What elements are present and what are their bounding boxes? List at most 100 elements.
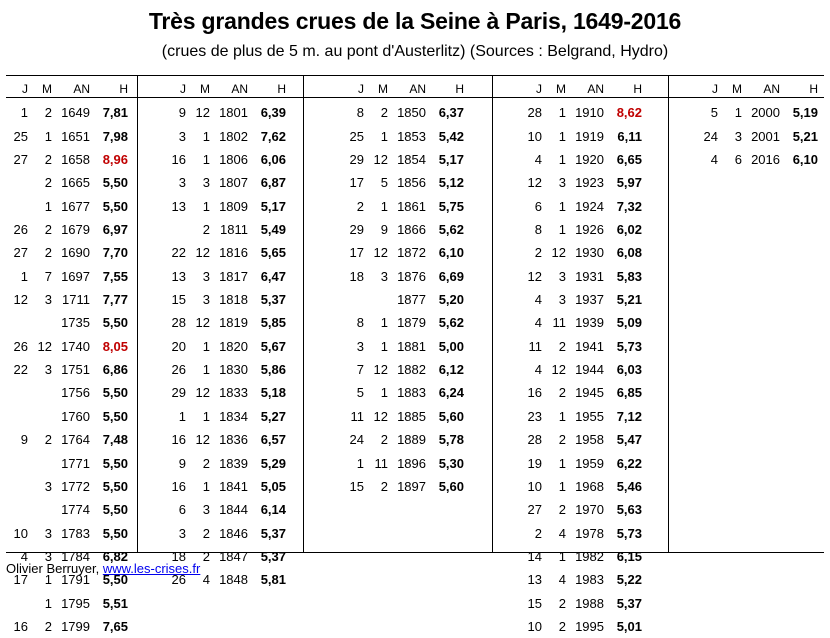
month-cell: 3 xyxy=(202,175,210,191)
day-cell: 12 xyxy=(527,268,542,284)
height-cell: 7,62 xyxy=(260,128,286,144)
day-cell: 26 xyxy=(13,222,28,238)
header-m: M xyxy=(42,82,52,96)
day-cell: 16 xyxy=(527,385,542,401)
height-cell: 7,12 xyxy=(616,408,642,424)
year-cell: 1876 xyxy=(397,268,426,284)
height-cell: 5,47 xyxy=(616,432,642,448)
height-cell: 6,39 xyxy=(260,105,286,121)
header-rule-bottom xyxy=(6,97,824,98)
year-cell: 1795 xyxy=(61,595,90,611)
height-cell: 5,21 xyxy=(792,128,818,144)
year-cell: 1690 xyxy=(61,245,90,261)
month-cell: 12 xyxy=(373,245,388,261)
year-cell: 1853 xyxy=(397,128,426,144)
month-cell: 2 xyxy=(202,525,210,541)
year-cell: 1816 xyxy=(219,245,248,261)
year-cell: 1820 xyxy=(219,338,248,354)
month-cell: 7 xyxy=(44,268,52,284)
day-cell: 8 xyxy=(534,222,542,238)
month-cell: 3 xyxy=(380,268,388,284)
year-cell: 1818 xyxy=(219,292,248,308)
year-cell: 1897 xyxy=(397,478,426,494)
year-cell: 1879 xyxy=(397,315,426,331)
month-cell: 3 xyxy=(202,268,210,284)
month-cell: 2 xyxy=(202,548,210,564)
height-cell: 5,37 xyxy=(260,525,286,541)
height-cell: 5,73 xyxy=(616,525,642,541)
height-cell: 5,62 xyxy=(438,222,464,238)
height-cell: 5,60 xyxy=(438,408,464,424)
year-cell: 1740 xyxy=(61,338,90,354)
height-cell: 5,22 xyxy=(616,572,642,588)
day-cell: 4 xyxy=(534,152,542,168)
year-cell: 1819 xyxy=(219,315,248,331)
day-cell: 8 xyxy=(356,315,364,331)
height-cell: 6,87 xyxy=(260,175,286,191)
year-cell: 1889 xyxy=(397,432,426,448)
height-cell: 5,19 xyxy=(792,105,818,121)
month-cell: 1 xyxy=(202,198,210,214)
height-cell: 8,05 xyxy=(102,338,128,354)
header-an: AN xyxy=(763,82,780,96)
height-cell: 5,50 xyxy=(102,502,128,518)
height-cell: 5,18 xyxy=(260,385,286,401)
height-cell: 5,17 xyxy=(260,198,286,214)
year-cell: 1799 xyxy=(61,618,90,634)
month-cell: 3 xyxy=(202,502,210,518)
year-cell: 1926 xyxy=(575,222,604,238)
height-cell: 6,15 xyxy=(616,548,642,564)
month-cell: 3 xyxy=(558,292,566,308)
height-cell: 6,85 xyxy=(616,385,642,401)
header-h: H xyxy=(119,82,128,96)
year-cell: 1959 xyxy=(575,455,604,471)
footer-link[interactable]: www.les-crises.fr xyxy=(102,561,201,576)
header-h: H xyxy=(455,82,464,96)
month-cell: 2 xyxy=(44,175,52,191)
day-cell: 9 xyxy=(178,455,186,471)
day-cell: 1 xyxy=(20,105,28,121)
year-cell: 1801 xyxy=(219,105,248,121)
day-cell: 4 xyxy=(534,362,542,378)
height-cell: 5,50 xyxy=(102,385,128,401)
month-cell: 2 xyxy=(44,245,52,261)
month-cell: 2 xyxy=(44,105,52,121)
day-cell: 6 xyxy=(534,198,542,214)
year-cell: 1866 xyxy=(397,222,426,238)
month-cell: 5 xyxy=(380,175,388,191)
day-cell: 3 xyxy=(178,175,186,191)
height-cell: 6,69 xyxy=(438,268,464,284)
day-cell: 17 xyxy=(349,245,364,261)
height-cell: 5,50 xyxy=(102,478,128,494)
year-cell: 2001 xyxy=(751,128,780,144)
year-cell: 2000 xyxy=(751,105,780,121)
header-j: J xyxy=(536,82,542,96)
month-cell: 2 xyxy=(380,432,388,448)
day-cell: 25 xyxy=(349,128,364,144)
month-cell: 4 xyxy=(558,572,566,588)
year-cell: 1665 xyxy=(61,175,90,191)
year-cell: 1833 xyxy=(219,385,248,401)
height-cell: 6,10 xyxy=(438,245,464,261)
height-cell: 5,85 xyxy=(260,315,286,331)
year-cell: 1919 xyxy=(575,128,604,144)
column-divider xyxy=(137,76,138,552)
header-j: J xyxy=(358,82,364,96)
height-cell: 5,49 xyxy=(260,222,286,238)
day-cell: 2 xyxy=(534,245,542,261)
day-cell: 28 xyxy=(171,315,186,331)
month-cell: 1 xyxy=(202,408,210,424)
day-cell: 16 xyxy=(171,152,186,168)
height-cell: 5,29 xyxy=(260,455,286,471)
month-cell: 2 xyxy=(44,152,52,168)
month-cell: 2 xyxy=(44,618,52,634)
header-m: M xyxy=(200,82,210,96)
year-cell: 1846 xyxy=(219,525,248,541)
day-cell: 4 xyxy=(20,548,28,564)
month-cell: 2 xyxy=(202,455,210,471)
year-cell: 1658 xyxy=(61,152,90,168)
height-cell: 5,78 xyxy=(438,432,464,448)
month-cell: 2 xyxy=(380,478,388,494)
month-cell: 2 xyxy=(558,432,566,448)
height-cell: 7,81 xyxy=(102,105,128,121)
